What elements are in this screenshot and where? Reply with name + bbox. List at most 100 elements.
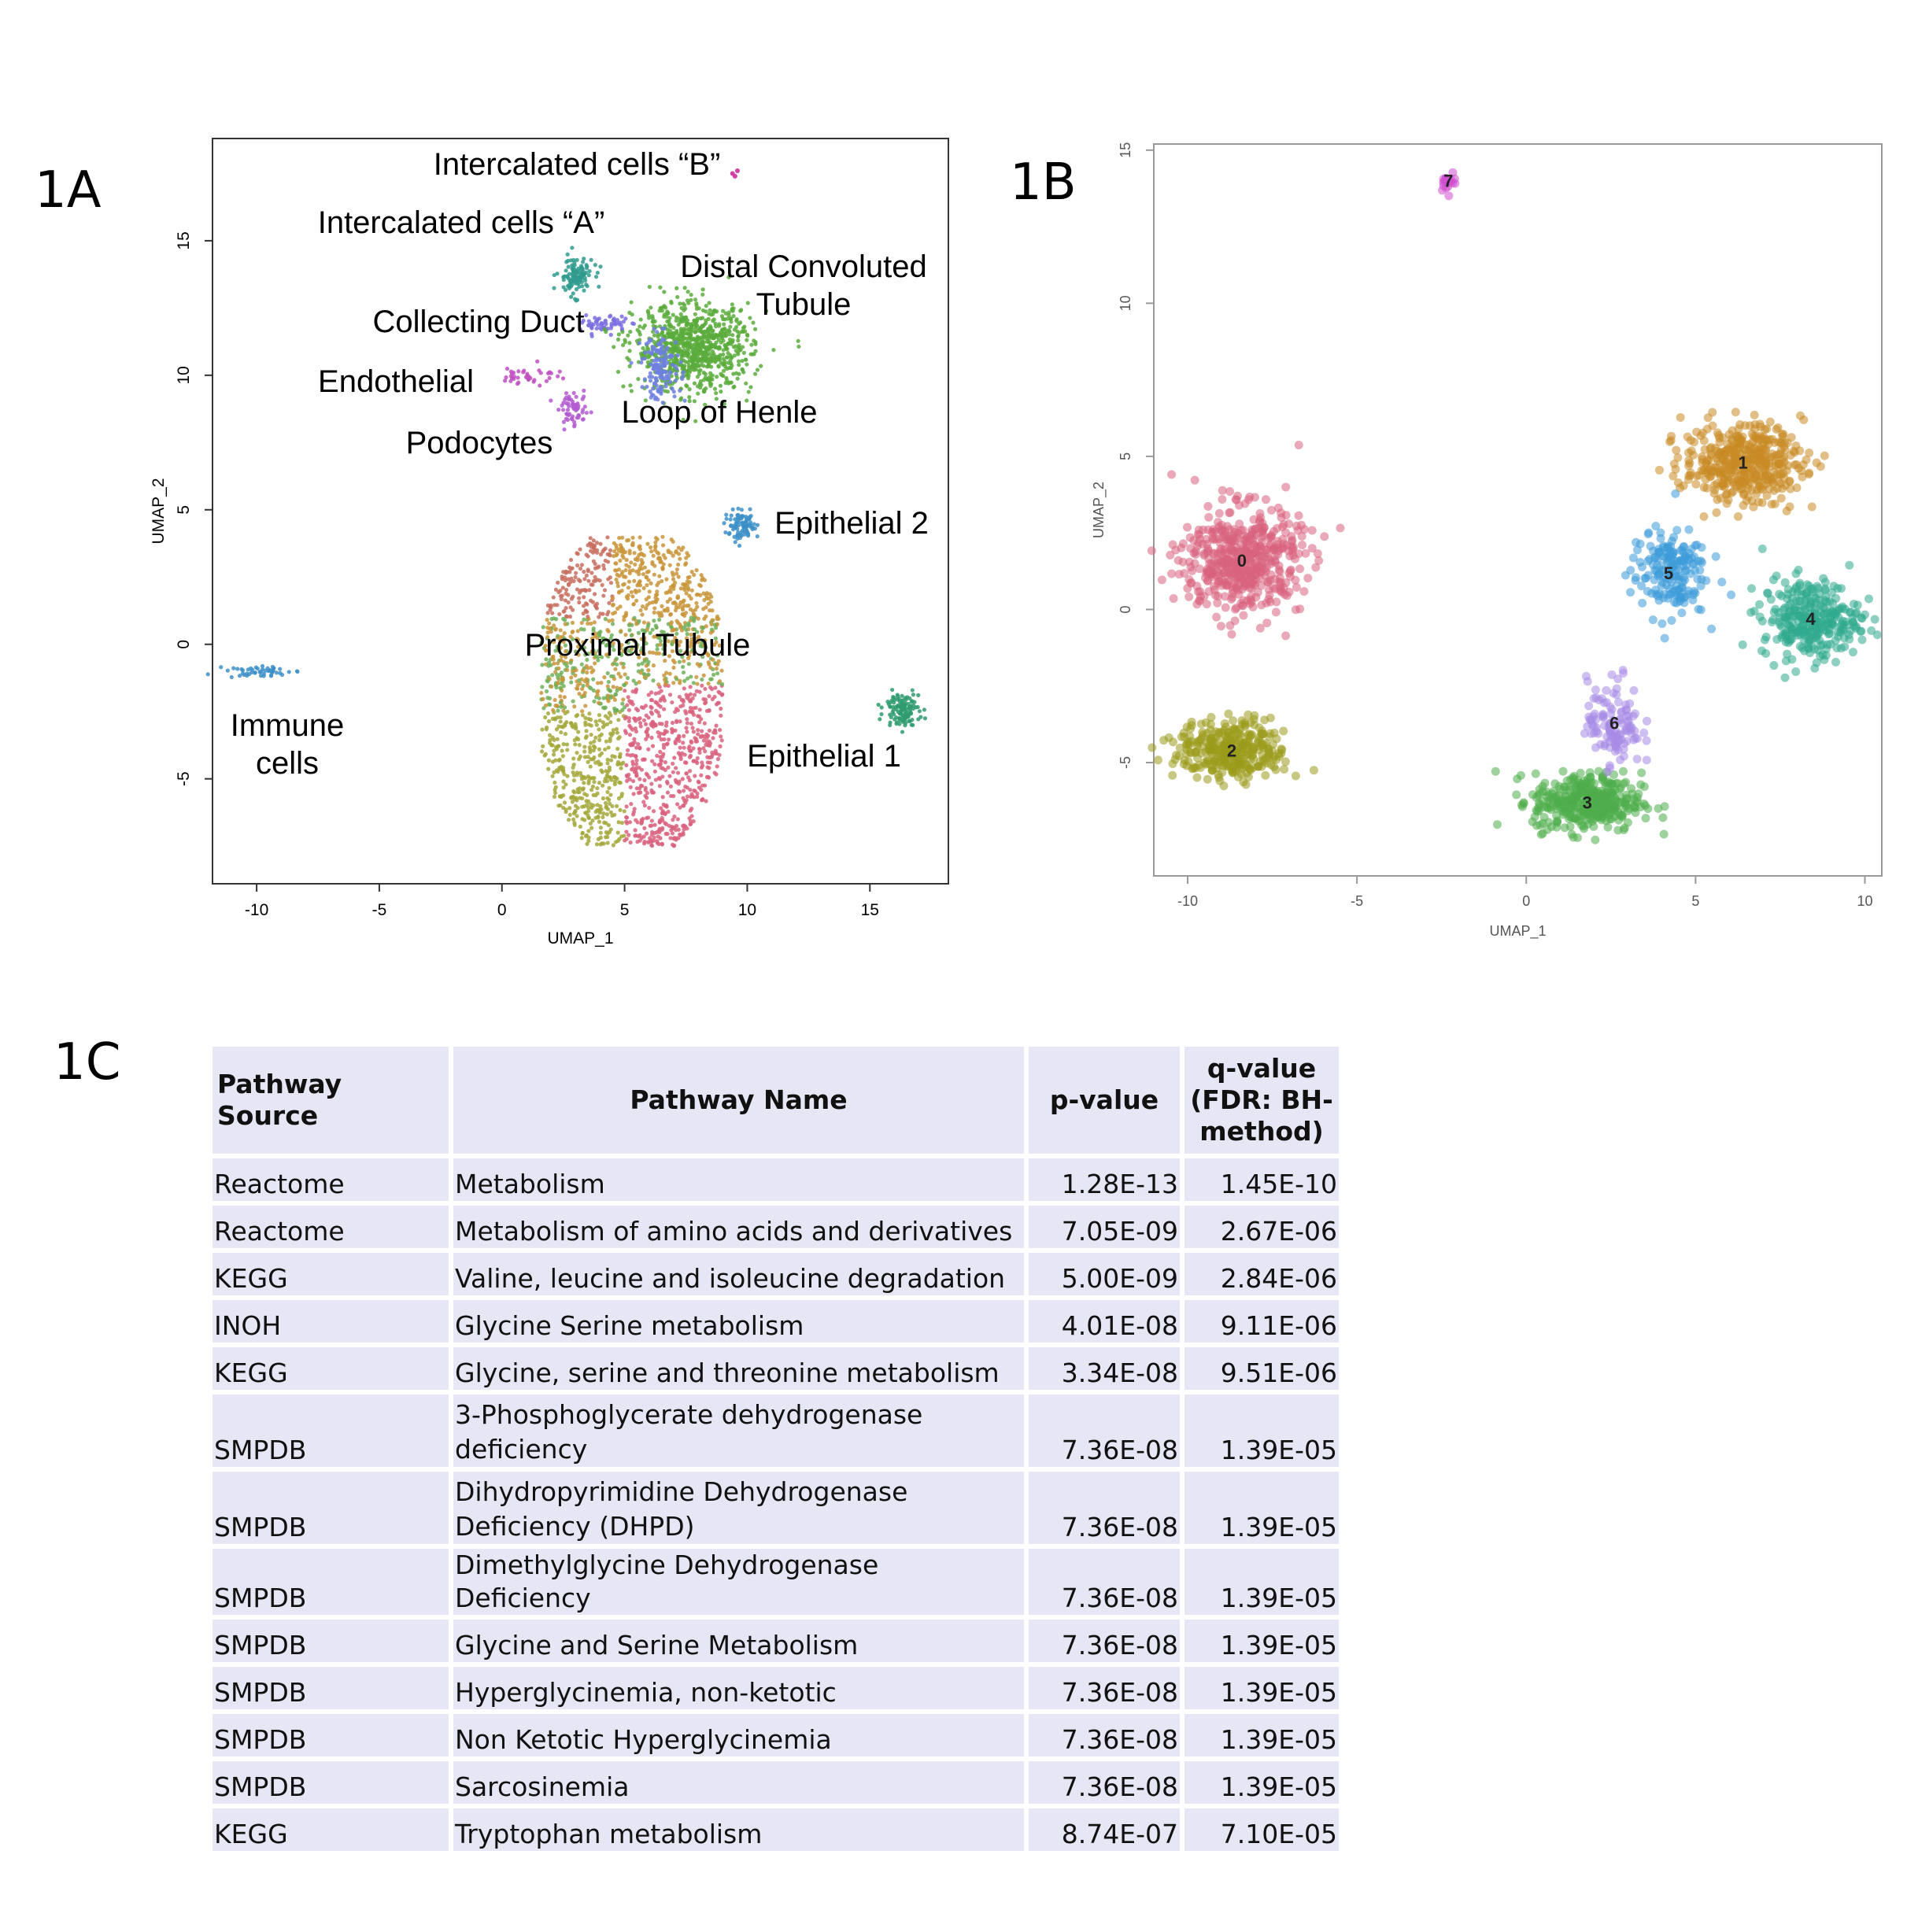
data-point bbox=[1237, 748, 1247, 757]
data-point bbox=[703, 701, 708, 706]
data-point bbox=[621, 697, 626, 702]
data-point bbox=[611, 843, 615, 848]
data-point bbox=[558, 715, 563, 720]
data-point bbox=[597, 648, 601, 653]
data-point bbox=[1167, 470, 1177, 479]
data-point bbox=[1757, 498, 1767, 508]
x-tick-label: 5 bbox=[1691, 893, 1699, 909]
data-point bbox=[562, 636, 567, 641]
x-tick-label: 15 bbox=[861, 901, 879, 919]
data-point bbox=[691, 681, 696, 685]
data-point bbox=[1239, 611, 1248, 620]
data-point bbox=[549, 630, 553, 634]
data-point bbox=[1230, 527, 1240, 537]
data-point bbox=[556, 675, 560, 680]
data-point bbox=[1247, 592, 1256, 601]
data-point bbox=[646, 672, 651, 677]
data-point bbox=[1255, 509, 1265, 519]
data-point bbox=[646, 668, 651, 673]
data-point bbox=[585, 657, 589, 663]
data-point bbox=[1281, 511, 1291, 520]
data-point bbox=[1251, 524, 1260, 534]
data-point bbox=[1157, 575, 1166, 585]
data-point bbox=[605, 789, 610, 795]
data-point bbox=[578, 566, 583, 571]
data-point bbox=[658, 642, 663, 647]
data-point bbox=[1185, 748, 1195, 757]
data-point bbox=[583, 715, 588, 721]
data-point bbox=[1212, 612, 1221, 622]
data-point bbox=[630, 702, 635, 707]
data-point bbox=[1216, 622, 1225, 631]
data-point bbox=[656, 611, 661, 615]
data-point bbox=[554, 727, 560, 732]
data-point bbox=[711, 736, 715, 741]
data-point bbox=[1727, 453, 1736, 463]
data-point bbox=[653, 700, 658, 704]
data-point bbox=[610, 622, 615, 626]
data-point bbox=[1274, 561, 1284, 571]
data-point bbox=[665, 790, 671, 795]
data-point bbox=[1738, 432, 1747, 441]
data-point bbox=[550, 759, 555, 764]
data-point bbox=[1215, 776, 1225, 785]
data-point bbox=[586, 838, 591, 844]
data-point bbox=[1307, 544, 1317, 553]
data-point bbox=[630, 762, 636, 767]
data-point bbox=[571, 763, 576, 767]
data-point bbox=[561, 639, 566, 645]
data-point bbox=[692, 693, 697, 697]
data-point bbox=[1168, 770, 1177, 780]
data-point bbox=[696, 727, 700, 733]
data-point bbox=[657, 714, 662, 718]
data-point bbox=[644, 831, 649, 836]
data-point bbox=[1214, 518, 1223, 527]
data-point bbox=[1709, 481, 1719, 490]
data-point bbox=[1177, 732, 1186, 741]
data-point bbox=[610, 618, 615, 622]
data-point bbox=[560, 586, 565, 590]
data-point bbox=[562, 800, 567, 805]
data-point bbox=[1282, 591, 1292, 600]
data-point bbox=[1787, 433, 1796, 442]
data-point bbox=[674, 631, 679, 636]
data-point bbox=[661, 643, 666, 648]
data-point bbox=[1807, 502, 1816, 512]
data-point bbox=[696, 634, 701, 639]
data-point bbox=[1202, 600, 1211, 609]
data-point bbox=[586, 829, 591, 833]
data-point bbox=[1297, 531, 1306, 541]
data-point bbox=[638, 777, 642, 781]
x-axis-label: UMAP_1 bbox=[547, 929, 613, 948]
data-point bbox=[1214, 549, 1223, 559]
data-point bbox=[588, 536, 593, 541]
data-point bbox=[545, 634, 550, 640]
data-point bbox=[637, 571, 641, 577]
data-point bbox=[1712, 508, 1721, 517]
data-point bbox=[558, 694, 563, 699]
data-point bbox=[624, 773, 629, 778]
data-point bbox=[1184, 592, 1194, 601]
data-point bbox=[638, 670, 643, 675]
data-point bbox=[594, 541, 600, 545]
data-point bbox=[592, 699, 597, 704]
data-point bbox=[1220, 718, 1229, 728]
data-point bbox=[680, 751, 685, 755]
data-point bbox=[685, 785, 689, 790]
data-point bbox=[1257, 730, 1266, 739]
data-point bbox=[1277, 744, 1286, 754]
y-tick-label: 5 bbox=[1118, 453, 1133, 460]
data-point bbox=[550, 611, 555, 615]
data-point bbox=[559, 597, 564, 601]
data-point bbox=[666, 765, 671, 770]
data-point bbox=[713, 685, 718, 690]
data-point bbox=[569, 680, 574, 685]
data-point bbox=[601, 696, 606, 700]
data-point bbox=[1281, 631, 1291, 641]
data-point bbox=[1171, 751, 1181, 760]
data-point bbox=[1167, 569, 1177, 578]
data-point bbox=[585, 670, 589, 675]
data-point bbox=[1288, 546, 1297, 556]
data-point bbox=[1190, 475, 1199, 485]
